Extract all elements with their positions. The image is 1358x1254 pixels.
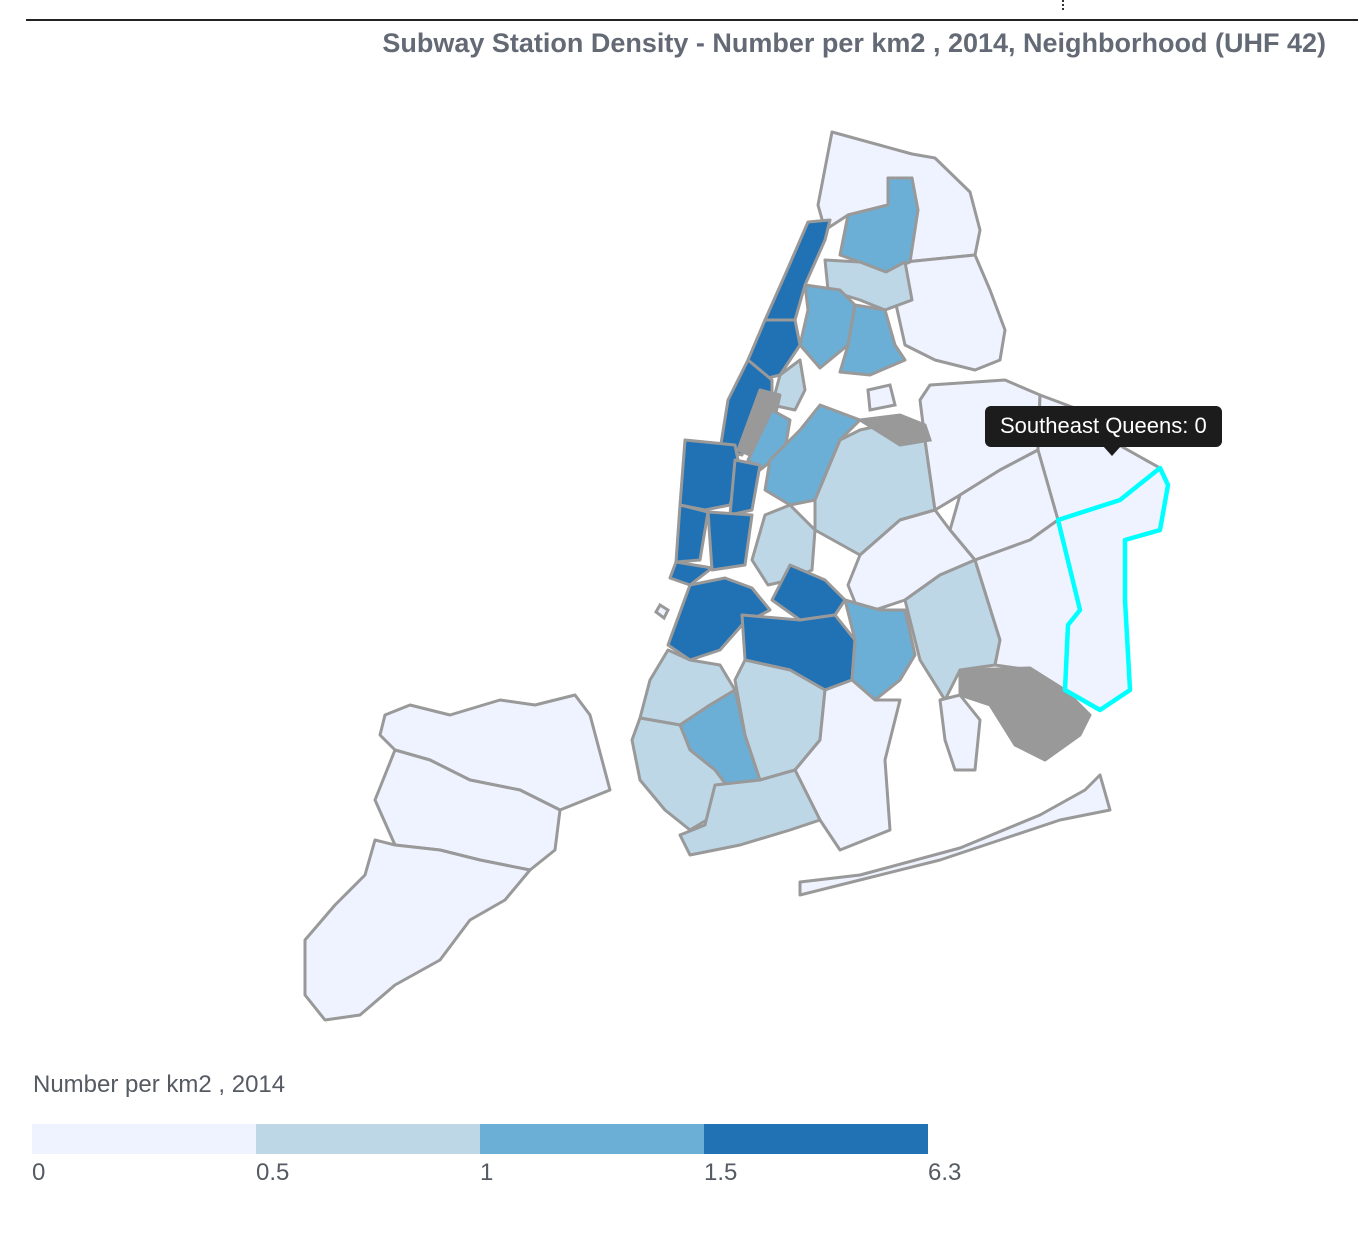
legend-tick: 1.5	[704, 1159, 738, 1186]
region-manhattan-gramercy[interactable]	[728, 458, 762, 517]
legend-bin-0	[32, 1124, 256, 1154]
region-bronx-hunts-point[interactable]	[838, 303, 907, 377]
legend-ticks: 0 0.5 1 1.5 6.3	[32, 1159, 992, 1189]
legend-bin-1	[256, 1124, 480, 1154]
legend-tick: 6.3	[928, 1159, 962, 1186]
region-queens-rockaway-bay[interactable]	[938, 693, 982, 772]
legend-bin-3	[704, 1124, 928, 1154]
region-bronx-fordham[interactable]	[838, 176, 920, 274]
top-dotted-marker	[1062, 0, 1066, 10]
chart-title: Subway Station Density - Number per km2 …	[382, 28, 1326, 58]
region-manhattan-lower-east[interactable]	[706, 510, 754, 572]
region-brooklyn-canarsie[interactable]	[793, 678, 902, 852]
legend-tick: 0.5	[256, 1159, 290, 1186]
legend-tick: 1	[480, 1159, 494, 1186]
region-jfk-airport	[958, 666, 1092, 762]
region-brooklyn-coney-island[interactable]	[678, 768, 822, 857]
legend-title: Number per km2 , 2014	[33, 1071, 286, 1098]
tooltip-arrow	[1103, 446, 1121, 456]
region-staten-island-mid[interactable]	[373, 748, 562, 872]
island-liberty	[654, 602, 670, 621]
region-brooklyn-east-new-york[interactable]	[843, 598, 917, 702]
top-divider	[26, 19, 1358, 21]
region-laguardia	[855, 413, 932, 447]
legend-tick: 0	[32, 1159, 46, 1186]
legend-color-bar	[32, 1124, 928, 1154]
legend-bin-2	[480, 1124, 704, 1154]
region-staten-island-south[interactable]	[303, 838, 532, 1022]
region-bronx-highbridge[interactable]	[798, 283, 857, 370]
region-bronx-northeast[interactable]	[893, 253, 1007, 372]
region-manhattan-greenwich[interactable]	[674, 503, 710, 564]
island-rikers	[866, 383, 897, 412]
region-tooltip: Southeast Queens: 0	[985, 406, 1222, 447]
region-rockaway[interactable]	[798, 773, 1112, 897]
region-southeast-queens-highlight[interactable]	[1055, 465, 1171, 713]
